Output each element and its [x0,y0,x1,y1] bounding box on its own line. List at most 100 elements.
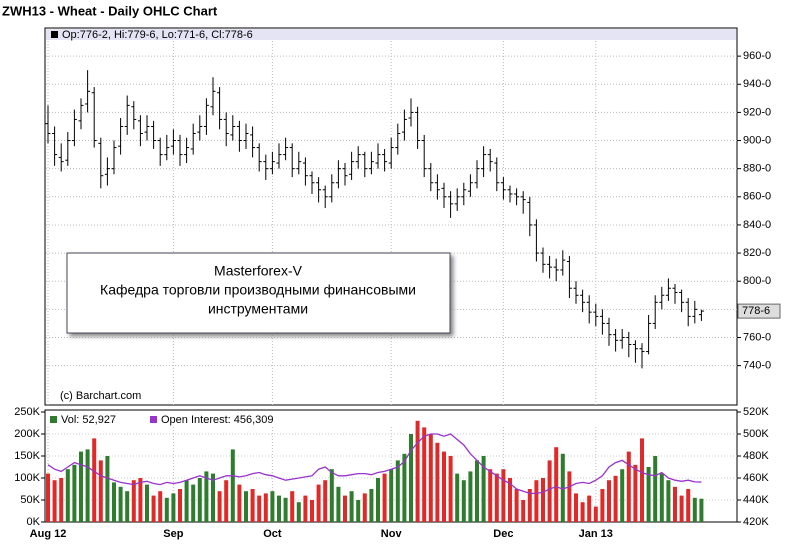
y-tick-label: 880-0 [743,163,771,175]
volume-bar [263,493,268,522]
volume-bar [85,449,90,522]
volume-bar [138,478,143,522]
volume-bar [488,469,493,522]
y-tick-label: 150K [14,450,40,462]
legend-label: Vol: 52,927 [61,414,116,426]
y-tick-label: 740-0 [743,360,771,372]
volume-bar [679,495,684,522]
volume-bar [283,497,288,522]
volume-bar [356,500,361,522]
y-tick-label: 50K [20,494,40,506]
y-tick-label: 760-0 [743,331,771,343]
volume-bar [521,500,526,522]
volume-bar [310,500,314,522]
volume-bar [415,420,420,522]
volume-bar [46,473,50,522]
volume-bar [541,478,545,522]
y2-tick-label: 460K [743,472,769,484]
open-interest-line [47,433,702,495]
annotation: Кафедра торговли производными финансовым… [100,282,416,298]
volume-bar [468,471,473,522]
x-tick-label: Dec [493,528,513,540]
annotation: Masterforex-V [214,263,303,279]
volume-bar [389,469,394,522]
y2-tick-label: 440K [743,494,769,506]
last-price-label: 778-6 [742,305,770,317]
volume-bar [178,489,182,522]
volume-bar [224,480,229,522]
volume-bar [118,486,123,522]
volume-bar [230,449,235,522]
volume-bar [593,506,598,522]
volume-bar [475,460,479,522]
y2-tick-label: 500K [743,428,769,440]
volume-bar [626,451,631,522]
volume-bar [633,464,638,522]
y-tick-label: 900-0 [743,134,771,146]
x-tick-label: Jan 13 [579,528,613,540]
y-tick-label: 820-0 [743,247,771,259]
y2-tick-label: 520K [743,406,769,418]
volume-bar [98,460,103,522]
y-tick-label: 0K [27,516,41,528]
volume-bar [336,486,341,522]
volume-bar [290,491,295,522]
volume-bar [72,464,77,522]
volume-bar [237,484,242,522]
y-tick-label: 100K [14,472,40,484]
header-icon [51,31,58,38]
y-tick-label: 840-0 [743,219,771,231]
y-tick-label: 960-0 [743,50,771,62]
volume-bar [501,469,506,522]
volume-bar [666,480,671,522]
x-tick-label: Nov [381,528,403,540]
volume-bar [646,467,651,522]
volume-bar [382,473,387,522]
volume-bar [52,480,57,522]
legend-swatch [150,416,157,423]
annotation: инструментами [208,301,308,317]
volume-bar [112,482,116,522]
y-tick-label: 920-0 [743,106,771,118]
annotation-box [66,252,451,334]
source: (c) Barchart.com [60,390,141,402]
volume-bar [296,502,301,522]
volume-bar [659,473,664,522]
volume-bar [131,480,136,522]
volume-bar [653,456,658,522]
volume-bar [362,493,367,522]
volume-bar [508,478,512,522]
volume-bar [428,434,433,522]
volume-bar [250,489,255,522]
volume-bar [343,495,347,522]
volume-bar [699,498,704,522]
volume-bar [244,491,248,522]
volume-bar [105,456,110,522]
legend-label: Open Interest: 456,309 [161,414,274,426]
volume-bar [455,473,460,522]
volume-bar [303,495,308,522]
volume-bar [692,497,697,522]
volume-bar [349,491,354,522]
volume-bar [607,480,611,522]
y2-tick-label: 420K [743,516,769,528]
volume-bar [574,493,578,522]
volume-bar [191,484,196,522]
volume-bar [673,486,677,522]
volume-bar [323,480,328,522]
volume-bar [580,502,585,522]
volume-bar [422,427,427,522]
volume-bar [257,495,262,522]
volume-bar [461,480,466,522]
volume-bar [613,475,618,522]
volume-bar [204,471,209,522]
y2-tick-label: 480K [743,450,769,462]
volume-bar [277,495,281,522]
volume-bar [171,493,176,522]
volume-bar [211,473,215,522]
volume-bar [65,469,70,522]
volume-bar [587,495,592,522]
volume-bar [79,451,83,522]
